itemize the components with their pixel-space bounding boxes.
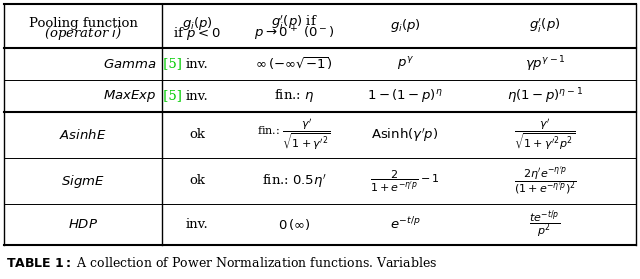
Text: fin.: $\dfrac{\gamma'}{\sqrt{1+{\gamma'}^2}}$: fin.: $\dfrac{\gamma'}{\sqrt{1+{\gamma'}… (257, 118, 331, 152)
Text: inv.: inv. (186, 90, 209, 102)
Text: $\mathrm{Asinh}(\gamma' p)$: $\mathrm{Asinh}(\gamma' p)$ (371, 126, 438, 144)
Text: [5]: [5] (159, 57, 182, 71)
Text: $g_i(p)$: $g_i(p)$ (390, 18, 420, 35)
Text: $1-(1-p)^{\eta}$: $1-(1-p)^{\eta}$ (367, 88, 443, 105)
Text: $0\,(\infty)$: $0\,(\infty)$ (278, 217, 310, 232)
Text: $\mathit{HDP}$: $\mathit{HDP}$ (68, 218, 98, 231)
Text: inv.: inv. (186, 218, 209, 231)
Text: $\mathit{AsinhE}$: $\mathit{AsinhE}$ (60, 128, 107, 142)
Text: (operator $i$): (operator $i$) (44, 25, 122, 42)
Text: inv.: inv. (186, 57, 209, 71)
Text: $\dfrac{2}{1+e^{-\eta' p}}-1$: $\dfrac{2}{1+e^{-\eta' p}}-1$ (370, 168, 440, 194)
Text: $\mathit{Gamma}$: $\mathit{Gamma}$ (102, 57, 156, 71)
Text: $\infty\,(-\infty\sqrt{-1})$: $\infty\,(-\infty\sqrt{-1})$ (255, 56, 333, 72)
Text: ok: ok (189, 129, 205, 141)
Text: $\gamma p^{\gamma-1}$: $\gamma p^{\gamma-1}$ (525, 54, 565, 74)
Text: $\dfrac{te^{-t/p}}{p^2}$: $\dfrac{te^{-t/p}}{p^2}$ (529, 209, 561, 240)
Text: $p\to 0^+$ $(0^-)$: $p\to 0^+$ $(0^-)$ (253, 25, 334, 43)
Text: $g_i'(p)$ if: $g_i'(p)$ if (271, 14, 317, 32)
Text: $e^{-t/p}$: $e^{-t/p}$ (390, 216, 420, 233)
Text: $\mathit{SigmE}$: $\mathit{SigmE}$ (61, 172, 105, 189)
Text: ok: ok (189, 174, 205, 187)
Text: $\dfrac{2\eta' e^{-\eta' p}}{(1+e^{-\eta' p})^2}$: $\dfrac{2\eta' e^{-\eta' p}}{(1+e^{-\eta… (513, 166, 577, 196)
Text: $\eta(1-p)^{\eta-1}$: $\eta(1-p)^{\eta-1}$ (507, 86, 583, 106)
Text: [5]: [5] (159, 90, 182, 102)
Text: $p^{\gamma}$: $p^{\gamma}$ (397, 56, 413, 73)
Text: fin.: $\eta$: fin.: $\eta$ (274, 88, 314, 105)
Text: Pooling function: Pooling function (29, 18, 138, 30)
Text: $\mathit{MaxExp}$: $\mathit{MaxExp}$ (102, 88, 156, 104)
Text: $g_i'(p)$: $g_i'(p)$ (529, 17, 561, 35)
Text: $\mathbf{TABLE\ 1:}$ A collection of Power Normalization functions. Variables: $\mathbf{TABLE\ 1:}$ A collection of Pow… (6, 256, 438, 270)
Text: $g_i(p)$: $g_i(p)$ (182, 15, 212, 32)
Text: fin.: $0.5\eta'$: fin.: $0.5\eta'$ (262, 172, 326, 190)
Text: if $p<0$: if $p<0$ (173, 25, 221, 42)
Text: $\dfrac{\gamma'}{\sqrt{1+{\gamma'}^2 p^2}}$: $\dfrac{\gamma'}{\sqrt{1+{\gamma'}^2 p^2… (515, 118, 576, 152)
